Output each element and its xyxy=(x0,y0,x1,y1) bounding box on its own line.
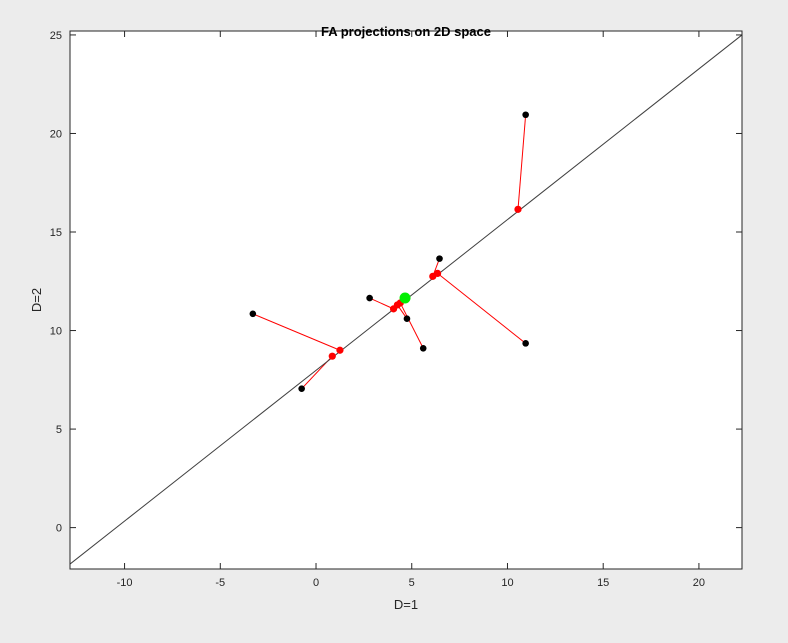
projected-point-7 xyxy=(514,205,522,213)
y-tick-label: 5 xyxy=(56,424,62,436)
x-tick-label: 10 xyxy=(501,577,513,589)
projection-segment-0 xyxy=(252,313,341,351)
projected-point-6 xyxy=(433,269,442,277)
x-axis-label: D=1 xyxy=(394,597,418,612)
x-axis-ticks: -10 -5 0 5 10 15 20 xyxy=(117,31,705,589)
projection-lines-layer xyxy=(252,114,527,390)
data-point-5 xyxy=(436,255,443,262)
projection-segment-7 xyxy=(517,114,527,210)
projection-segment-6 xyxy=(437,273,526,344)
x-tick-label: -10 xyxy=(117,577,133,589)
data-point-6 xyxy=(522,340,529,347)
data-point-0 xyxy=(249,310,257,318)
data-point-1 xyxy=(298,385,305,392)
data-point-7 xyxy=(522,111,529,119)
x-tick-label: 20 xyxy=(693,577,705,589)
y-tick-label: 20 xyxy=(50,128,62,140)
projected-point-1 xyxy=(328,352,336,360)
projection-segment-2 xyxy=(369,297,394,310)
x-tick-label: -5 xyxy=(215,577,225,589)
chart-title: FA projections on 2D space xyxy=(321,24,491,39)
y-axis-ticks: 0 5 10 15 20 25 xyxy=(50,30,742,535)
points-layer xyxy=(249,111,529,392)
data-point-3 xyxy=(403,315,411,323)
projected-point-0 xyxy=(336,346,344,354)
y-tick-label: 15 xyxy=(50,227,62,239)
y-tick-label: 10 xyxy=(50,326,62,338)
x-tick-label: 0 xyxy=(313,577,319,589)
data-point-2 xyxy=(366,294,373,302)
x-tick-label: 5 xyxy=(409,577,415,589)
x-tick-label: 15 xyxy=(597,577,609,589)
data-point-4 xyxy=(419,344,427,352)
axes-box xyxy=(69,30,743,570)
y-tick-label: 25 xyxy=(50,30,62,42)
projection-segment-4 xyxy=(399,302,424,349)
mean-point xyxy=(399,292,411,304)
y-axis-label: D=2 xyxy=(29,288,44,312)
y-tick-label: 0 xyxy=(56,523,62,535)
